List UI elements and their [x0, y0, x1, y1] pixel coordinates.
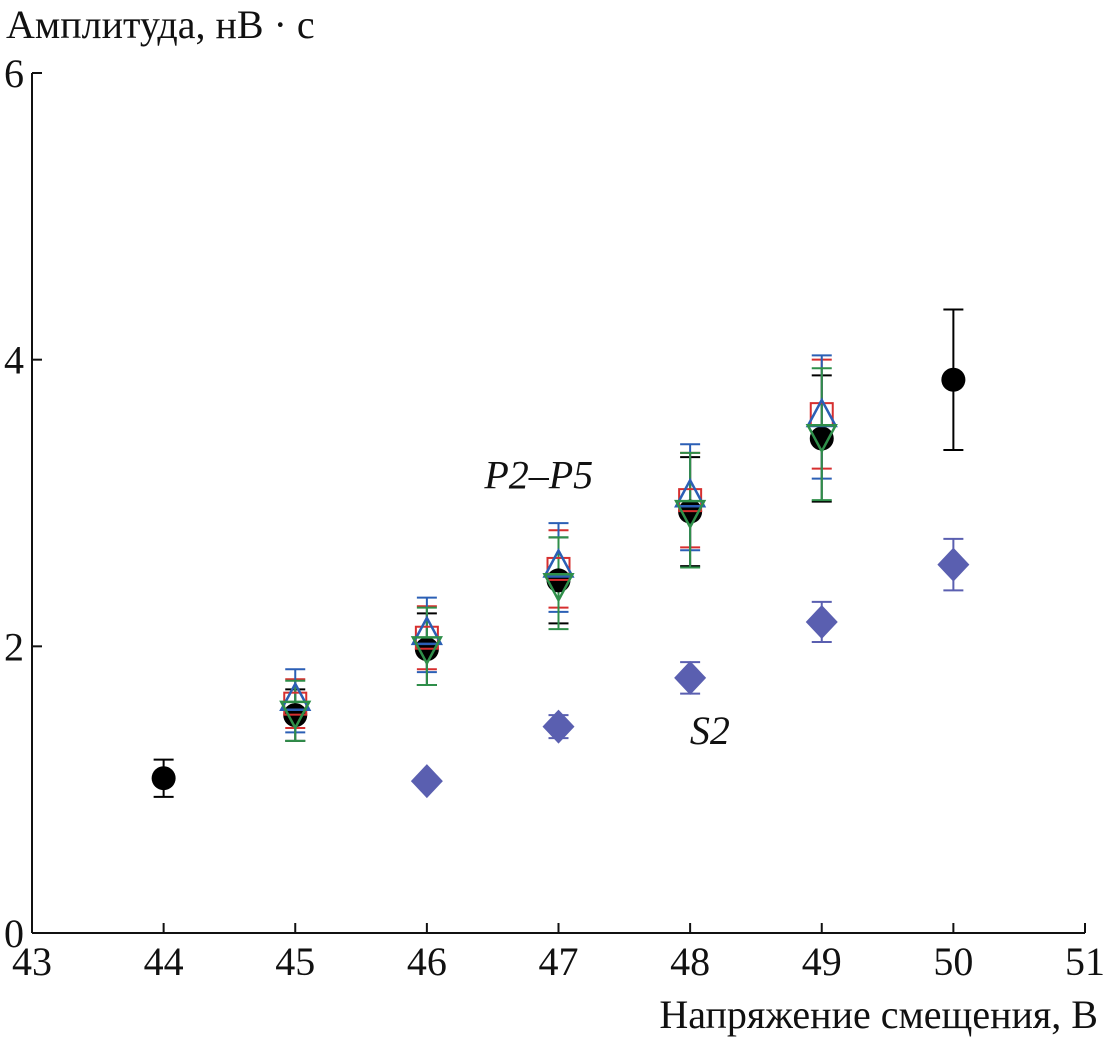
x-tick-label: 46	[407, 939, 447, 984]
x-tick-label: 50	[933, 939, 973, 984]
data-point-circle	[151, 766, 176, 791]
data-point-triangle-down	[410, 636, 443, 666]
x-tick-label: 47	[539, 939, 579, 984]
y-tick-label: 6	[4, 51, 24, 96]
x-tick-label: 48	[670, 939, 710, 984]
data-point-diamond	[674, 660, 707, 695]
data-point-diamond	[542, 709, 575, 744]
annotation-label: S2	[690, 708, 730, 753]
data-point-triangle-down	[805, 423, 838, 454]
y-tick-label: 2	[4, 624, 24, 669]
x-tick-label: 45	[275, 939, 315, 984]
y-tick-label: 0	[4, 911, 24, 956]
data-point-triangle-up	[542, 547, 575, 578]
x-tick-label: 44	[144, 939, 184, 984]
data-point-diamond	[410, 764, 443, 799]
data-point-diamond	[805, 604, 838, 639]
axes	[31, 73, 1085, 934]
annotations: P2–P5 S2	[483, 453, 730, 753]
data-markers	[151, 367, 970, 799]
x-axis-label: Напряжение смещения, В	[659, 992, 1098, 1037]
data-point-triangle-down	[542, 573, 575, 603]
data-point-triangle-up	[279, 681, 312, 712]
data-point-circle	[941, 367, 966, 392]
data-point-triangle-down	[674, 499, 707, 530]
x-tick-label: 51	[1065, 939, 1104, 984]
y-axis-label: Амплитуда, нВ · с	[6, 2, 315, 47]
data-point-triangle-down	[279, 700, 312, 731]
annotation-label: P2–P5	[483, 453, 593, 498]
data-point-triangle-up	[674, 477, 707, 508]
y-tick-label: 4	[4, 338, 24, 383]
x-tick-label: 49	[802, 939, 842, 984]
x-tick-label: 43	[12, 939, 52, 984]
data-point-triangle-up	[410, 615, 443, 646]
data-point-circle	[809, 426, 834, 451]
data-point-diamond	[937, 547, 970, 582]
